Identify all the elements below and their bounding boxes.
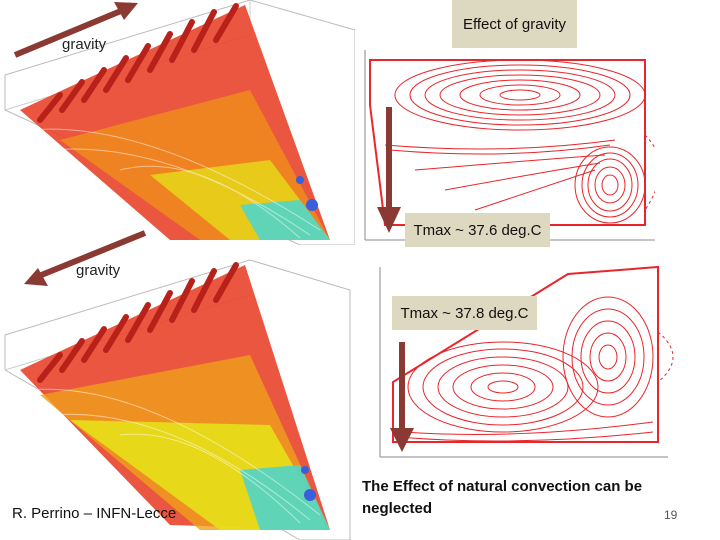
- title-box: Effect of gravity: [452, 0, 577, 48]
- simulation-3d-bottom: [0, 255, 355, 540]
- simulation-3d-top: [0, 0, 355, 245]
- page-number: 19: [664, 508, 678, 522]
- gravity-arrow-down-bottom: [390, 342, 414, 452]
- conclusion-text: The Effect of natural convection can be …: [362, 478, 643, 517]
- author-footer: R. Perrino – INFN-Lecce: [12, 505, 177, 522]
- streamline-plot-bottom: [368, 262, 688, 462]
- gravity-arrow-top: [13, 2, 138, 58]
- tmax-bottom-box: Tmax ~ 37.8 deg.C: [392, 296, 537, 330]
- gravity-arrow-mid: [24, 230, 147, 286]
- gravity-label-top: gravity: [62, 36, 107, 53]
- gravity-arrow-down-top: [377, 107, 401, 233]
- gravity-label-mid: gravity: [76, 262, 121, 279]
- tmax-top-box: Tmax ~ 37.6 deg.C: [405, 213, 550, 247]
